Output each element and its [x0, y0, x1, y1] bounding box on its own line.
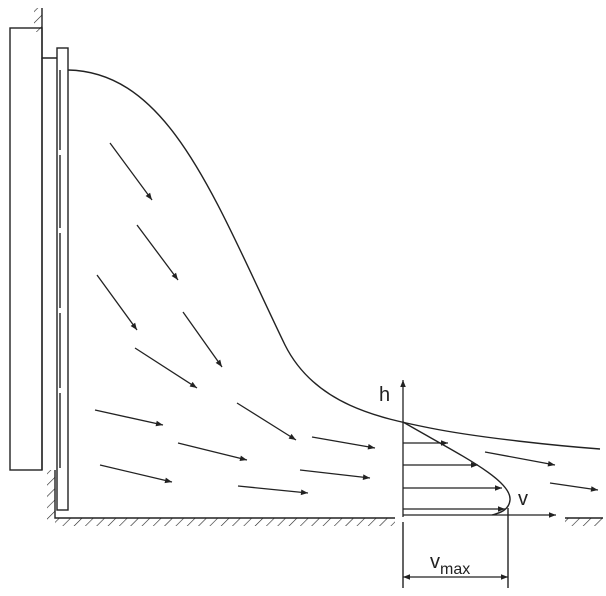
velocity-profile — [400, 380, 556, 588]
label-vmax: vmax — [430, 551, 470, 578]
label-vmax-base: v — [430, 551, 440, 573]
jet-boundary — [67, 69, 601, 450]
label-v: v — [518, 488, 528, 510]
flow-arrows — [94, 142, 599, 496]
label-vmax-sub: max — [440, 561, 470, 578]
label-h: h — [379, 384, 390, 406]
wall-and-floor — [9, 8, 603, 526]
